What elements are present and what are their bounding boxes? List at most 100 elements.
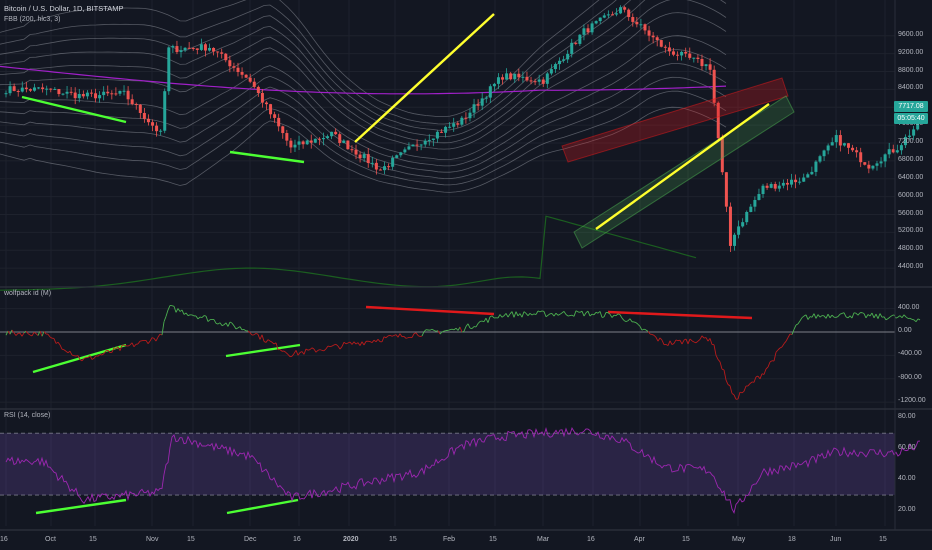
rsi-indicator-label[interactable]: RSI (14, close) bbox=[4, 412, 51, 419]
divergence-line-price bbox=[229, 150, 305, 164]
candle-body bbox=[627, 9, 631, 18]
wolfpack-line bbox=[331, 344, 335, 347]
candle-body bbox=[106, 91, 110, 94]
trend-drawings[interactable] bbox=[21, 13, 795, 515]
wolfpack-line bbox=[333, 343, 337, 346]
candle-body bbox=[667, 47, 671, 52]
wolfpack-line bbox=[349, 341, 353, 345]
wolfpack-line bbox=[717, 359, 721, 363]
wolfpack-line bbox=[797, 320, 801, 325]
wolfpack-line bbox=[227, 321, 231, 327]
wolfpack-line bbox=[891, 314, 895, 316]
candle-body bbox=[883, 154, 887, 162]
candle-body bbox=[492, 83, 496, 87]
wolfpack-line bbox=[431, 328, 435, 331]
fbb-band bbox=[0, 0, 600, 117]
wolfpack-line bbox=[81, 358, 85, 362]
wolfpack-line bbox=[465, 323, 469, 327]
wolfpack-line bbox=[7, 330, 11, 335]
candle-body bbox=[570, 42, 574, 54]
candle-body bbox=[891, 149, 895, 153]
wolfpack-line bbox=[405, 337, 409, 339]
wolfpack-line bbox=[879, 313, 883, 318]
candle-body bbox=[69, 91, 73, 93]
candle-body bbox=[558, 60, 562, 65]
wolfpack-line bbox=[845, 316, 849, 319]
rsi-axis-label: 60.00 bbox=[898, 443, 916, 451]
wolfpack-line bbox=[43, 331, 47, 335]
wolfpack-line bbox=[47, 333, 51, 338]
wolfpack-line bbox=[913, 319, 917, 323]
wolfpack-line bbox=[441, 330, 445, 333]
candle-body bbox=[525, 76, 529, 81]
wolfpack-line bbox=[737, 391, 741, 400]
wolfpack-line bbox=[433, 329, 437, 332]
wolfpack-line bbox=[71, 354, 75, 357]
wolfpack-line bbox=[287, 354, 291, 358]
candle-body bbox=[208, 47, 211, 51]
wolfpack-line bbox=[491, 315, 495, 319]
time-axis-label: Oct bbox=[45, 536, 56, 543]
candle-body bbox=[374, 162, 378, 170]
wolfpack-line bbox=[781, 343, 785, 348]
wolfpack-line bbox=[489, 315, 493, 318]
wolfpack-line bbox=[773, 352, 777, 362]
candle-body bbox=[488, 86, 492, 98]
wolfpack-line bbox=[725, 379, 729, 385]
wolfpack-line bbox=[611, 314, 615, 318]
time-axis-label: 15 bbox=[89, 536, 97, 543]
wolfpack-line bbox=[319, 349, 323, 351]
wolfpack-line bbox=[323, 348, 327, 352]
wolfpack-line bbox=[451, 328, 455, 331]
fbb-basis-line bbox=[0, 65, 727, 95]
wolfpack-line bbox=[33, 331, 37, 334]
wolfpack-line bbox=[653, 334, 657, 338]
candle-body bbox=[700, 58, 704, 67]
candle-body bbox=[399, 152, 403, 156]
wolfpack-line bbox=[41, 331, 45, 337]
wolfpack-line bbox=[325, 345, 329, 350]
candle-body bbox=[460, 117, 464, 125]
rsi-pane bbox=[0, 427, 921, 514]
wolfpack-line bbox=[237, 326, 241, 329]
candle-body bbox=[248, 77, 252, 82]
candle-body bbox=[505, 73, 509, 80]
wolfpack-line bbox=[575, 310, 579, 313]
candle-body bbox=[4, 93, 8, 95]
wolfpack-line bbox=[345, 342, 349, 345]
wolfpack-line bbox=[185, 312, 189, 316]
wolfpack-line bbox=[455, 327, 459, 331]
candle-body bbox=[590, 23, 594, 33]
candle-body bbox=[293, 144, 297, 148]
candle-body bbox=[236, 67, 240, 73]
wolfpack-line bbox=[697, 339, 701, 342]
wolfpack-line bbox=[831, 314, 835, 318]
wolfpack-line bbox=[763, 368, 767, 375]
wolfpack-indicator-label[interactable]: wolfpack id (M) bbox=[4, 290, 52, 297]
price-axis-label: 9200.00 bbox=[898, 48, 924, 56]
candle-body bbox=[89, 92, 93, 94]
pane-separators[interactable] bbox=[0, 0, 932, 531]
candle-body bbox=[521, 76, 525, 78]
wolfpack-line bbox=[599, 311, 603, 318]
wolfpack-line bbox=[403, 336, 407, 339]
wolfpack-line bbox=[837, 313, 841, 317]
wolfpack-line bbox=[553, 312, 557, 317]
wolfpack-line bbox=[675, 339, 679, 342]
candle-body bbox=[753, 199, 757, 207]
fbb-indicator-label[interactable]: FBB (200, hlc3, 3) bbox=[4, 16, 61, 23]
wolfpack-line bbox=[381, 336, 385, 343]
candle-body bbox=[346, 140, 350, 150]
wolfpack-line bbox=[677, 339, 681, 342]
wolfpack-line bbox=[787, 333, 791, 338]
candle-body bbox=[549, 69, 553, 74]
wolfpack-line bbox=[621, 317, 625, 321]
candle-body bbox=[216, 51, 220, 53]
wolfpack-line bbox=[397, 333, 401, 338]
wolfpack-line bbox=[15, 333, 19, 336]
wolfpack-line bbox=[555, 312, 559, 316]
candle-body bbox=[606, 14, 610, 16]
wolfpack-line bbox=[5, 330, 9, 336]
wolfpack-line bbox=[671, 343, 675, 346]
